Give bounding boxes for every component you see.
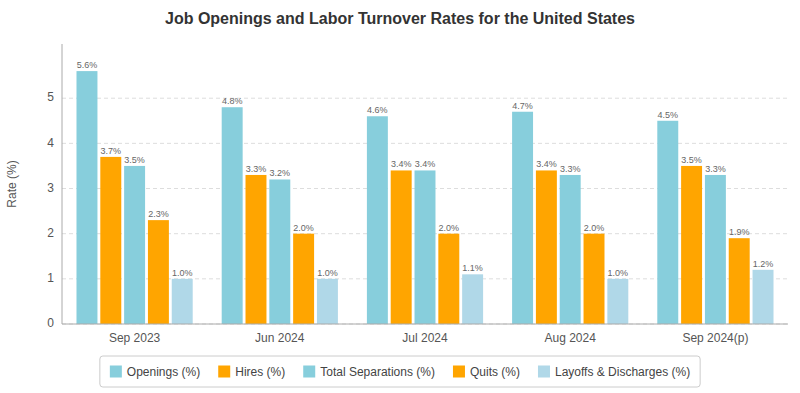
bar xyxy=(222,107,243,324)
legend-label: Layoffs & Discharges (%) xyxy=(555,365,690,379)
legend: Openings (%) Hires (%) Total Separations (… xyxy=(100,356,700,387)
data-label: 3.3% xyxy=(246,164,267,174)
bar xyxy=(317,279,338,324)
tick-label: 2 xyxy=(47,226,54,240)
tick-label: Jul 2024 xyxy=(402,331,448,345)
data-label: 1.0% xyxy=(317,268,338,278)
data-label: 2.0% xyxy=(293,223,314,233)
data-label: 4.7% xyxy=(512,101,533,111)
tick-label: 4 xyxy=(47,136,54,150)
bar xyxy=(438,234,459,324)
data-label: 2.3% xyxy=(148,209,169,219)
bar xyxy=(657,121,678,324)
legend-label: Quits (%) xyxy=(470,365,520,379)
tick-label: 3 xyxy=(47,181,54,195)
tick-label: 1 xyxy=(47,271,54,285)
data-labels: 5.6%4.8%4.6%4.7%4.5%3.7%3.3%3.4%3.4%3.5%… xyxy=(77,60,774,278)
tick-label: 5 xyxy=(47,90,54,104)
data-label: 3.2% xyxy=(270,168,291,178)
bar xyxy=(560,175,581,324)
bar xyxy=(753,270,774,324)
bar xyxy=(391,170,412,324)
legend-swatch xyxy=(218,366,230,378)
legend-item: Quits (%) xyxy=(453,365,520,379)
bar xyxy=(76,71,97,324)
legend-item: Hires (%) xyxy=(218,365,285,379)
legend-item: Layoffs & Discharges (%) xyxy=(538,365,690,379)
grid-line xyxy=(62,324,788,325)
x-axis: Sep 2023 Jun 2024 Jul 2024 Aug 2024 Sep 2024… xyxy=(62,324,788,345)
data-label: 1.9% xyxy=(729,227,750,237)
legend-item: Total Separations (%) xyxy=(303,365,435,379)
bars xyxy=(76,71,773,324)
bar xyxy=(462,274,483,324)
grid-line xyxy=(62,98,788,99)
bar xyxy=(536,170,557,324)
legend-swatch xyxy=(453,366,465,378)
data-label: 3.4% xyxy=(415,159,436,169)
data-label: 3.4% xyxy=(536,159,557,169)
bar xyxy=(269,179,290,324)
data-label: 1.2% xyxy=(753,259,774,269)
tick-label: Sep 2024(p) xyxy=(682,331,748,345)
data-label: 2.0% xyxy=(439,223,460,233)
bar xyxy=(607,279,628,324)
bar xyxy=(124,166,145,324)
grid xyxy=(62,98,788,324)
page: {"chart_data": {"type": "bar", "title": … xyxy=(0,0,800,393)
chart: Openings (%) Hires (%) Total Separations (… xyxy=(0,0,800,393)
bar xyxy=(705,175,726,324)
data-label: 4.5% xyxy=(658,110,679,120)
axis-line xyxy=(62,324,788,325)
bar xyxy=(729,238,750,324)
data-label: 5.6% xyxy=(77,60,98,70)
data-label: 4.8% xyxy=(222,96,243,106)
data-label: 1.0% xyxy=(608,268,629,278)
bar xyxy=(172,279,193,324)
data-label: 3.4% xyxy=(391,159,412,169)
bar xyxy=(246,175,267,324)
y-axis: 0 1 2 3 4 5 xyxy=(47,44,62,330)
legend-swatch xyxy=(303,366,315,378)
legend-item: Openings (%) xyxy=(110,365,200,379)
data-label: 1.1% xyxy=(462,263,483,273)
legend-label: Hires (%) xyxy=(235,365,285,379)
tick-label: Aug 2024 xyxy=(545,331,597,345)
bar xyxy=(512,112,533,324)
data-label: 3.5% xyxy=(124,155,145,165)
legend-frame xyxy=(100,356,700,387)
title: Job Openings and Labor Turnover Rates fo… xyxy=(165,10,635,27)
data-label: 2.0% xyxy=(584,223,605,233)
bar xyxy=(148,220,169,324)
data-label: 3.5% xyxy=(681,155,702,165)
data-label: 1.0% xyxy=(172,268,193,278)
legend-label: Openings (%) xyxy=(127,365,200,379)
axis-label: Rate (%) xyxy=(5,160,19,207)
data-label: 3.3% xyxy=(705,164,726,174)
tick-label: Jun 2024 xyxy=(255,331,305,345)
bar xyxy=(681,166,702,324)
tick-label: 0 xyxy=(47,316,54,330)
data-label: 4.6% xyxy=(367,105,388,115)
grid-line xyxy=(62,143,788,144)
bar xyxy=(100,157,121,324)
data-label: 3.7% xyxy=(101,146,122,156)
tick-label: Sep 2023 xyxy=(109,331,161,345)
legend-swatch xyxy=(110,366,122,378)
bar xyxy=(367,116,388,324)
bar xyxy=(584,234,605,324)
data-label: 3.3% xyxy=(560,164,581,174)
bar xyxy=(415,170,436,324)
axis-line xyxy=(62,44,63,324)
bar xyxy=(293,234,314,324)
legend-swatch xyxy=(538,366,550,378)
legend-label: Total Separations (%) xyxy=(320,365,435,379)
